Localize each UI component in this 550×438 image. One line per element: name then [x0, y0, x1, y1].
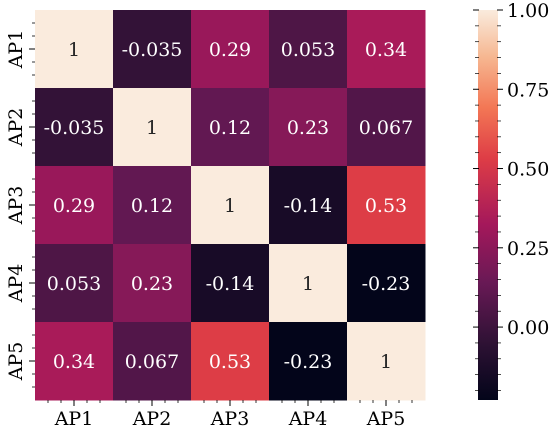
y-axis: AP1 AP2 AP3 AP4 AP5: [5, 22, 35, 388]
heatmap-cell-AP3-AP4: [269, 166, 348, 245]
y-tick-label: AP4: [5, 264, 27, 304]
x-tick-label: AP2: [132, 408, 172, 430]
heatmap-cell-AP3-AP2: [113, 166, 192, 245]
heatmap-cell-AP2-AP3: [191, 88, 270, 167]
x-tick-label: AP1: [54, 408, 94, 430]
cell-value-label: -0.035: [122, 39, 183, 61]
cell-value-label: 0.29: [209, 39, 251, 61]
cell-value-label: 1: [146, 117, 158, 139]
heatmap-cell-AP2-AP2: [113, 88, 192, 167]
heatmap-cell-AP3-AP1: [35, 166, 114, 245]
heatmap-cell-AP5-AP3: [191, 322, 270, 401]
colorbar-tick-label: 0.50: [507, 159, 549, 181]
heatmap-cell-AP2-AP1: [35, 88, 114, 167]
cell-value-label: -0.23: [362, 273, 411, 295]
colorbar-tick-label: 0.00: [507, 317, 549, 339]
cell-value-label: 0.23: [131, 273, 173, 295]
heatmap-cell-AP1-AP5: [347, 10, 426, 89]
y-tick-label: AP3: [5, 186, 27, 226]
cell-value-label: 1: [68, 39, 80, 61]
cell-value-label: 0.067: [125, 351, 179, 373]
heatmap-cell-AP5-AP5: [347, 322, 426, 401]
heatmap-cell-AP1-AP2: [113, 10, 192, 89]
cell-value-label: 0.067: [359, 117, 413, 139]
colorbar-gradient: [478, 10, 498, 400]
heatmap-cell-AP4-AP1: [35, 244, 114, 323]
heatmap-cell-labels: 1 -0.035 0.29 0.053 0.34 -0.035 1 0.12 0.23 0.067…: [44, 39, 414, 373]
heatmap-cell-AP4-AP5: [347, 244, 426, 323]
cell-value-label: 1: [380, 351, 392, 373]
heatmap-cell-AP3-AP5: [347, 166, 426, 245]
cell-value-label: 0.12: [209, 117, 251, 139]
x-tick-label: AP3: [210, 408, 250, 430]
cell-value-label: 0.23: [287, 117, 329, 139]
heatmap-cell-AP2-AP5: [347, 88, 426, 167]
cell-value-label: 0.053: [281, 39, 335, 61]
heatmap-cell-AP3-AP3: [191, 166, 270, 245]
cell-value-label: -0.14: [284, 195, 333, 217]
cell-value-label: -0.14: [206, 273, 255, 295]
heatmap-cell-AP4-AP2: [113, 244, 192, 323]
cell-value-label: 0.053: [47, 273, 101, 295]
colorbar-tick-label: 0.75: [507, 79, 549, 101]
heatmap-cell-AP1-AP3: [191, 10, 270, 89]
heatmap-cell-AP1-AP1: [35, 10, 114, 89]
x-tick-label: AP4: [288, 408, 328, 430]
y-tick-label: AP1: [5, 30, 27, 70]
heatmap-cell-AP5-AP1: [35, 322, 114, 401]
cell-value-label: 0.34: [53, 351, 95, 373]
cell-value-label: 0.53: [365, 195, 407, 217]
cell-value-label: 0.53: [209, 351, 251, 373]
heatmap-cell-AP4-AP4: [269, 244, 348, 323]
heatmap-cell-AP2-AP4: [269, 88, 348, 167]
cell-value-label: 0.34: [365, 39, 407, 61]
heatmap-cells: [35, 10, 426, 401]
colorbar-tick-label: 1.00: [507, 0, 549, 22]
colorbar: 0.00 0.25 0.50 0.75 1.00: [473, 0, 549, 400]
heatmap-cell-AP1-AP4: [269, 10, 348, 89]
heatmap-cell-AP5-AP2: [113, 322, 192, 401]
colorbar-tick-label: 0.25: [507, 238, 549, 260]
cell-value-label: -0.23: [284, 351, 333, 373]
cell-value-label: 1: [224, 195, 236, 217]
heatmap-cell-AP5-AP4: [269, 322, 348, 401]
heatmap-cell-AP4-AP3: [191, 244, 270, 323]
cell-value-label: 0.29: [53, 195, 95, 217]
x-axis: AP1 AP2 AP3 AP4 AP5: [47, 400, 413, 430]
cell-value-label: 0.12: [131, 195, 173, 217]
y-tick-label: AP5: [5, 342, 27, 382]
x-tick-label: AP5: [366, 408, 406, 430]
y-tick-label: AP2: [5, 108, 27, 148]
cell-value-label: 1: [302, 273, 314, 295]
cell-value-label: -0.035: [44, 117, 105, 139]
